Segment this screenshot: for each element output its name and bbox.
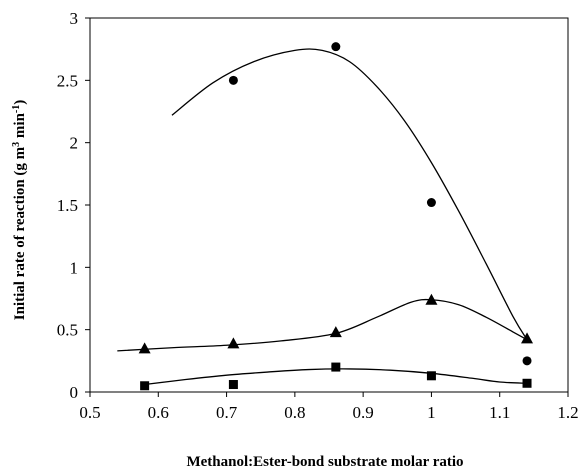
x-tick-label: 0.9	[353, 403, 374, 422]
y-tick-label: 1	[70, 258, 79, 277]
square-fit-curve	[144, 368, 528, 386]
y-tick-label: 0.5	[57, 321, 78, 340]
circle-marker	[522, 356, 532, 366]
triangle-fit-curve	[117, 298, 528, 352]
y-tick-label: 3	[70, 9, 79, 28]
triangle-marker	[425, 293, 438, 305]
square-marker	[331, 362, 341, 372]
x-tick-label: 0.5	[79, 403, 100, 422]
x-tick-label: 0.8	[284, 403, 305, 422]
circle-fit-curve	[171, 48, 528, 340]
x-tick-label: 1	[427, 403, 436, 422]
y-axis-label-end: )	[12, 100, 28, 105]
triangle-marker	[329, 326, 342, 338]
plot-area-border	[89, 17, 569, 393]
y-axis-label-sup2: -1	[11, 105, 22, 113]
y-tick-label: 1.5	[57, 196, 78, 215]
y-axis-label: Initial rate of reaction (g m3 min-1)	[11, 100, 29, 321]
y-axis-label-mid: min	[12, 112, 28, 141]
y-axis-label-base: Initial rate of reaction (g m	[12, 146, 28, 320]
x-tick-label: 1.1	[489, 403, 510, 422]
circle-marker	[426, 198, 436, 208]
triangle-marker	[227, 337, 240, 349]
x-tick-label: 1.2	[557, 403, 578, 422]
triangle-marker	[138, 342, 151, 354]
y-axis-label-sup1: 3	[11, 142, 22, 147]
square-marker	[426, 371, 436, 381]
square-marker	[522, 378, 532, 388]
y-tick-label: 0	[70, 383, 79, 402]
x-axis-label: Methanol:Ester-bond substrate molar rati…	[186, 454, 463, 470]
circle-marker	[228, 75, 238, 85]
triangle-marker	[521, 332, 534, 344]
x-tick-label: 0.7	[216, 403, 238, 422]
square-marker	[140, 381, 150, 391]
circle-marker	[331, 42, 341, 52]
x-tick-label: 0.6	[148, 403, 169, 422]
y-tick-label: 2.5	[57, 71, 78, 90]
square-marker	[228, 380, 238, 390]
y-tick-label: 2	[70, 134, 79, 153]
